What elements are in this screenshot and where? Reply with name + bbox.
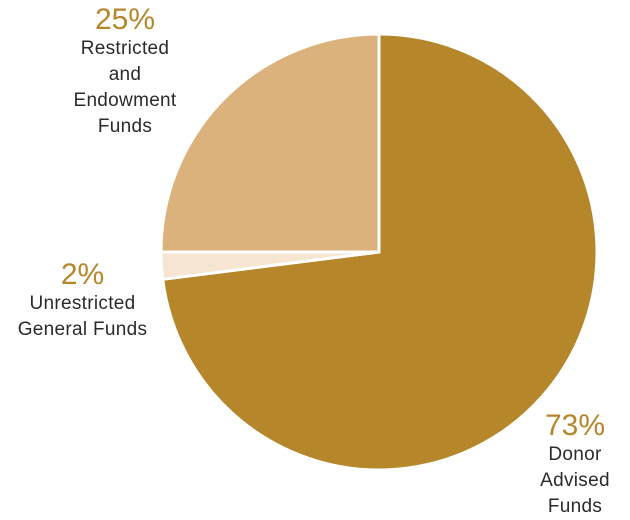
name-line-endowment: Endowment — [73, 90, 177, 111]
percent-label-donor-advised: 73% — [544, 409, 606, 442]
percent-label-restricted-endowment: 25% — [94, 3, 156, 36]
percent-label-unrestricted: 2% — [60, 258, 105, 291]
name-line-unrestricted: Unrestricted — [29, 293, 136, 314]
name-line-restricted: Restricted — [80, 38, 170, 59]
label-donor-advised-funds: 73% Donor Advised Funds — [520, 410, 630, 520]
label-unrestricted-general-funds: 2% Unrestricted General Funds — [0, 259, 165, 343]
label-restricted-endowment-funds: 25% Restricted and Endowment Funds — [40, 4, 210, 140]
name-line-and: and — [108, 64, 142, 85]
name-line-funds: Funds — [547, 496, 603, 517]
name-line-donor: Donor — [548, 444, 602, 465]
name-line-funds: Funds — [97, 116, 153, 137]
pie-slice-restricted-and-endowment-funds — [159, 32, 381, 254]
name-line-advised: Advised — [540, 470, 610, 491]
name-line-general-funds: General Funds — [17, 319, 148, 340]
